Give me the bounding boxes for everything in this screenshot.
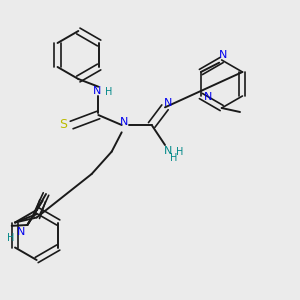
- Text: H: H: [105, 87, 113, 97]
- Text: N: N: [164, 98, 172, 108]
- Text: N: N: [120, 117, 128, 127]
- Text: H: H: [170, 153, 178, 163]
- Text: N: N: [219, 50, 227, 60]
- Text: H: H: [176, 147, 184, 157]
- Text: H: H: [7, 233, 14, 243]
- Text: N: N: [204, 92, 212, 102]
- Text: S: S: [59, 118, 67, 131]
- Text: N: N: [92, 86, 101, 96]
- Text: N: N: [164, 146, 172, 156]
- Text: N: N: [17, 227, 26, 237]
